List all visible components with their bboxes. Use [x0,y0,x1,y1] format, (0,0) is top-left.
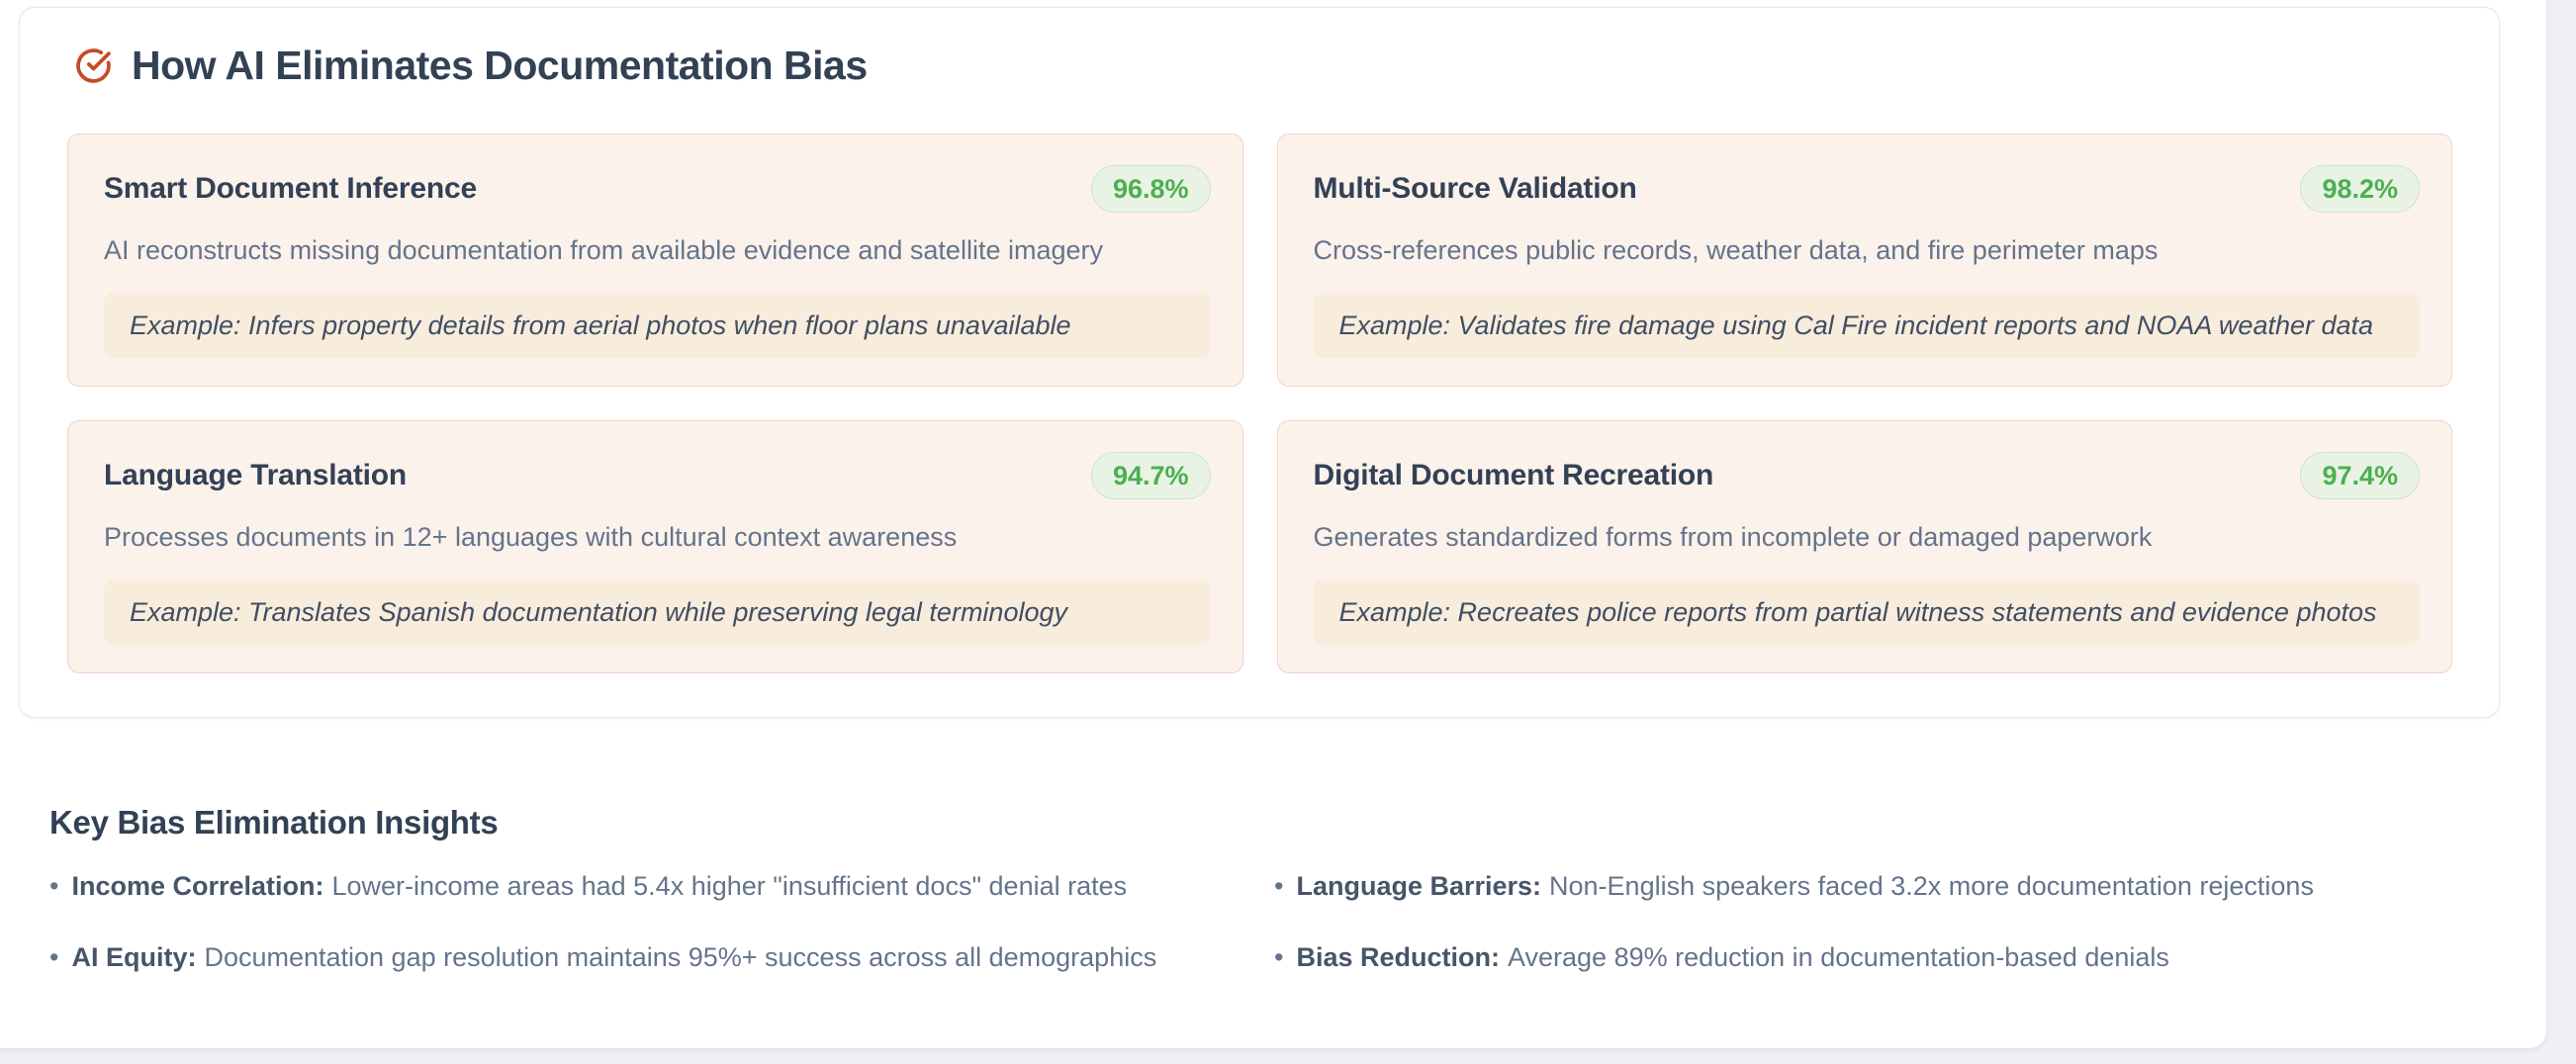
insight-label: Income Correlation: [71,871,324,901]
card-example: Example: Infers property details from ae… [104,293,1211,358]
card-example: Example: Translates Spanish documentatio… [104,579,1211,645]
insight-label: AI Equity: [71,942,197,972]
insight-text: Non-English speakers faced 3.2x more doc… [1549,871,2314,901]
bullet-icon: • [49,942,59,972]
card-description: Generates standardized forms from incomp… [1313,522,2153,552]
insight-income-correlation: • Income Correlation: Lower-income areas h… [49,868,1274,904]
insights-grid: • Income Correlation: Lower-income areas h… [49,868,2513,975]
card-description: Cross-references public records, weather… [1313,235,2159,265]
insight-bias-reduction: • Bias Reduction: Average 89% reduction in… [1274,939,2513,975]
key-insights-section: Key Bias Elimination Insights • Income Co… [49,803,2513,975]
ai-documentation-bias-panel: How AI Eliminates Documentation Bias Sma… [19,7,2500,718]
accuracy-badge: 97.4% [2300,452,2420,499]
feature-card-language-translation: Language Translation 94.7% Processes doc… [67,420,1243,673]
insight-label: Bias Reduction: [1296,942,1500,972]
insight-ai-equity: • AI Equity: Documentation gap resolution … [49,939,1274,975]
bullet-icon: • [1274,942,1284,972]
insights-heading: Key Bias Elimination Insights [49,804,499,841]
feature-card-multi-source-validation: Multi-Source Validation 98.2% Cross-refe… [1276,133,2452,387]
accuracy-badge: 98.2% [2300,165,2420,213]
card-description: AI reconstructs missing documentation fr… [104,235,1103,265]
bullet-icon: • [1274,871,1284,901]
insight-text: Average 89% reduction in documentation-b… [1507,942,2169,972]
card-example: Example: Recreates police reports from p… [1313,579,2420,645]
panel-header: How AI Eliminates Documentation Bias [75,42,2499,89]
card-description: Processes documents in 12+ languages wit… [104,522,958,552]
feature-cards-grid: Smart Document Inference 96.8% AI recons… [67,133,2452,673]
card-header: Multi-Source Validation 98.2% [1313,164,2420,214]
card-title: Multi-Source Validation [1313,172,1637,205]
insight-text: Lower-income areas had 5.4x higher "insu… [331,871,1128,901]
accuracy-badge: 94.7% [1090,452,1211,499]
card-header: Smart Document Inference 96.8% [104,164,1211,214]
check-circle-icon [76,47,111,83]
card-title: Language Translation [104,459,408,491]
card-example: Example: Validates fire damage using Cal… [1313,293,2420,358]
bullet-icon: • [49,871,59,901]
card-title: Smart Document Inference [104,172,477,205]
insight-label: Language Barriers: [1296,871,1542,901]
content-card: How AI Eliminates Documentation Bias Sma… [0,0,2547,1049]
insight-language-barriers: • Language Barriers: Non-English speakers … [1274,868,2513,904]
card-header: Language Translation 94.7% [104,451,1211,500]
feature-card-smart-document-inference: Smart Document Inference 96.8% AI recons… [67,133,1243,387]
page-title: How AI Eliminates Documentation Bias [132,43,868,88]
card-title: Digital Document Recreation [1313,459,1714,491]
feature-card-digital-document-recreation: Digital Document Recreation 97.4% Genera… [1276,420,2452,673]
insight-text: Documentation gap resolution maintains 9… [204,942,1157,972]
card-header: Digital Document Recreation 97.4% [1313,451,2420,500]
accuracy-badge: 96.8% [1090,165,1211,213]
